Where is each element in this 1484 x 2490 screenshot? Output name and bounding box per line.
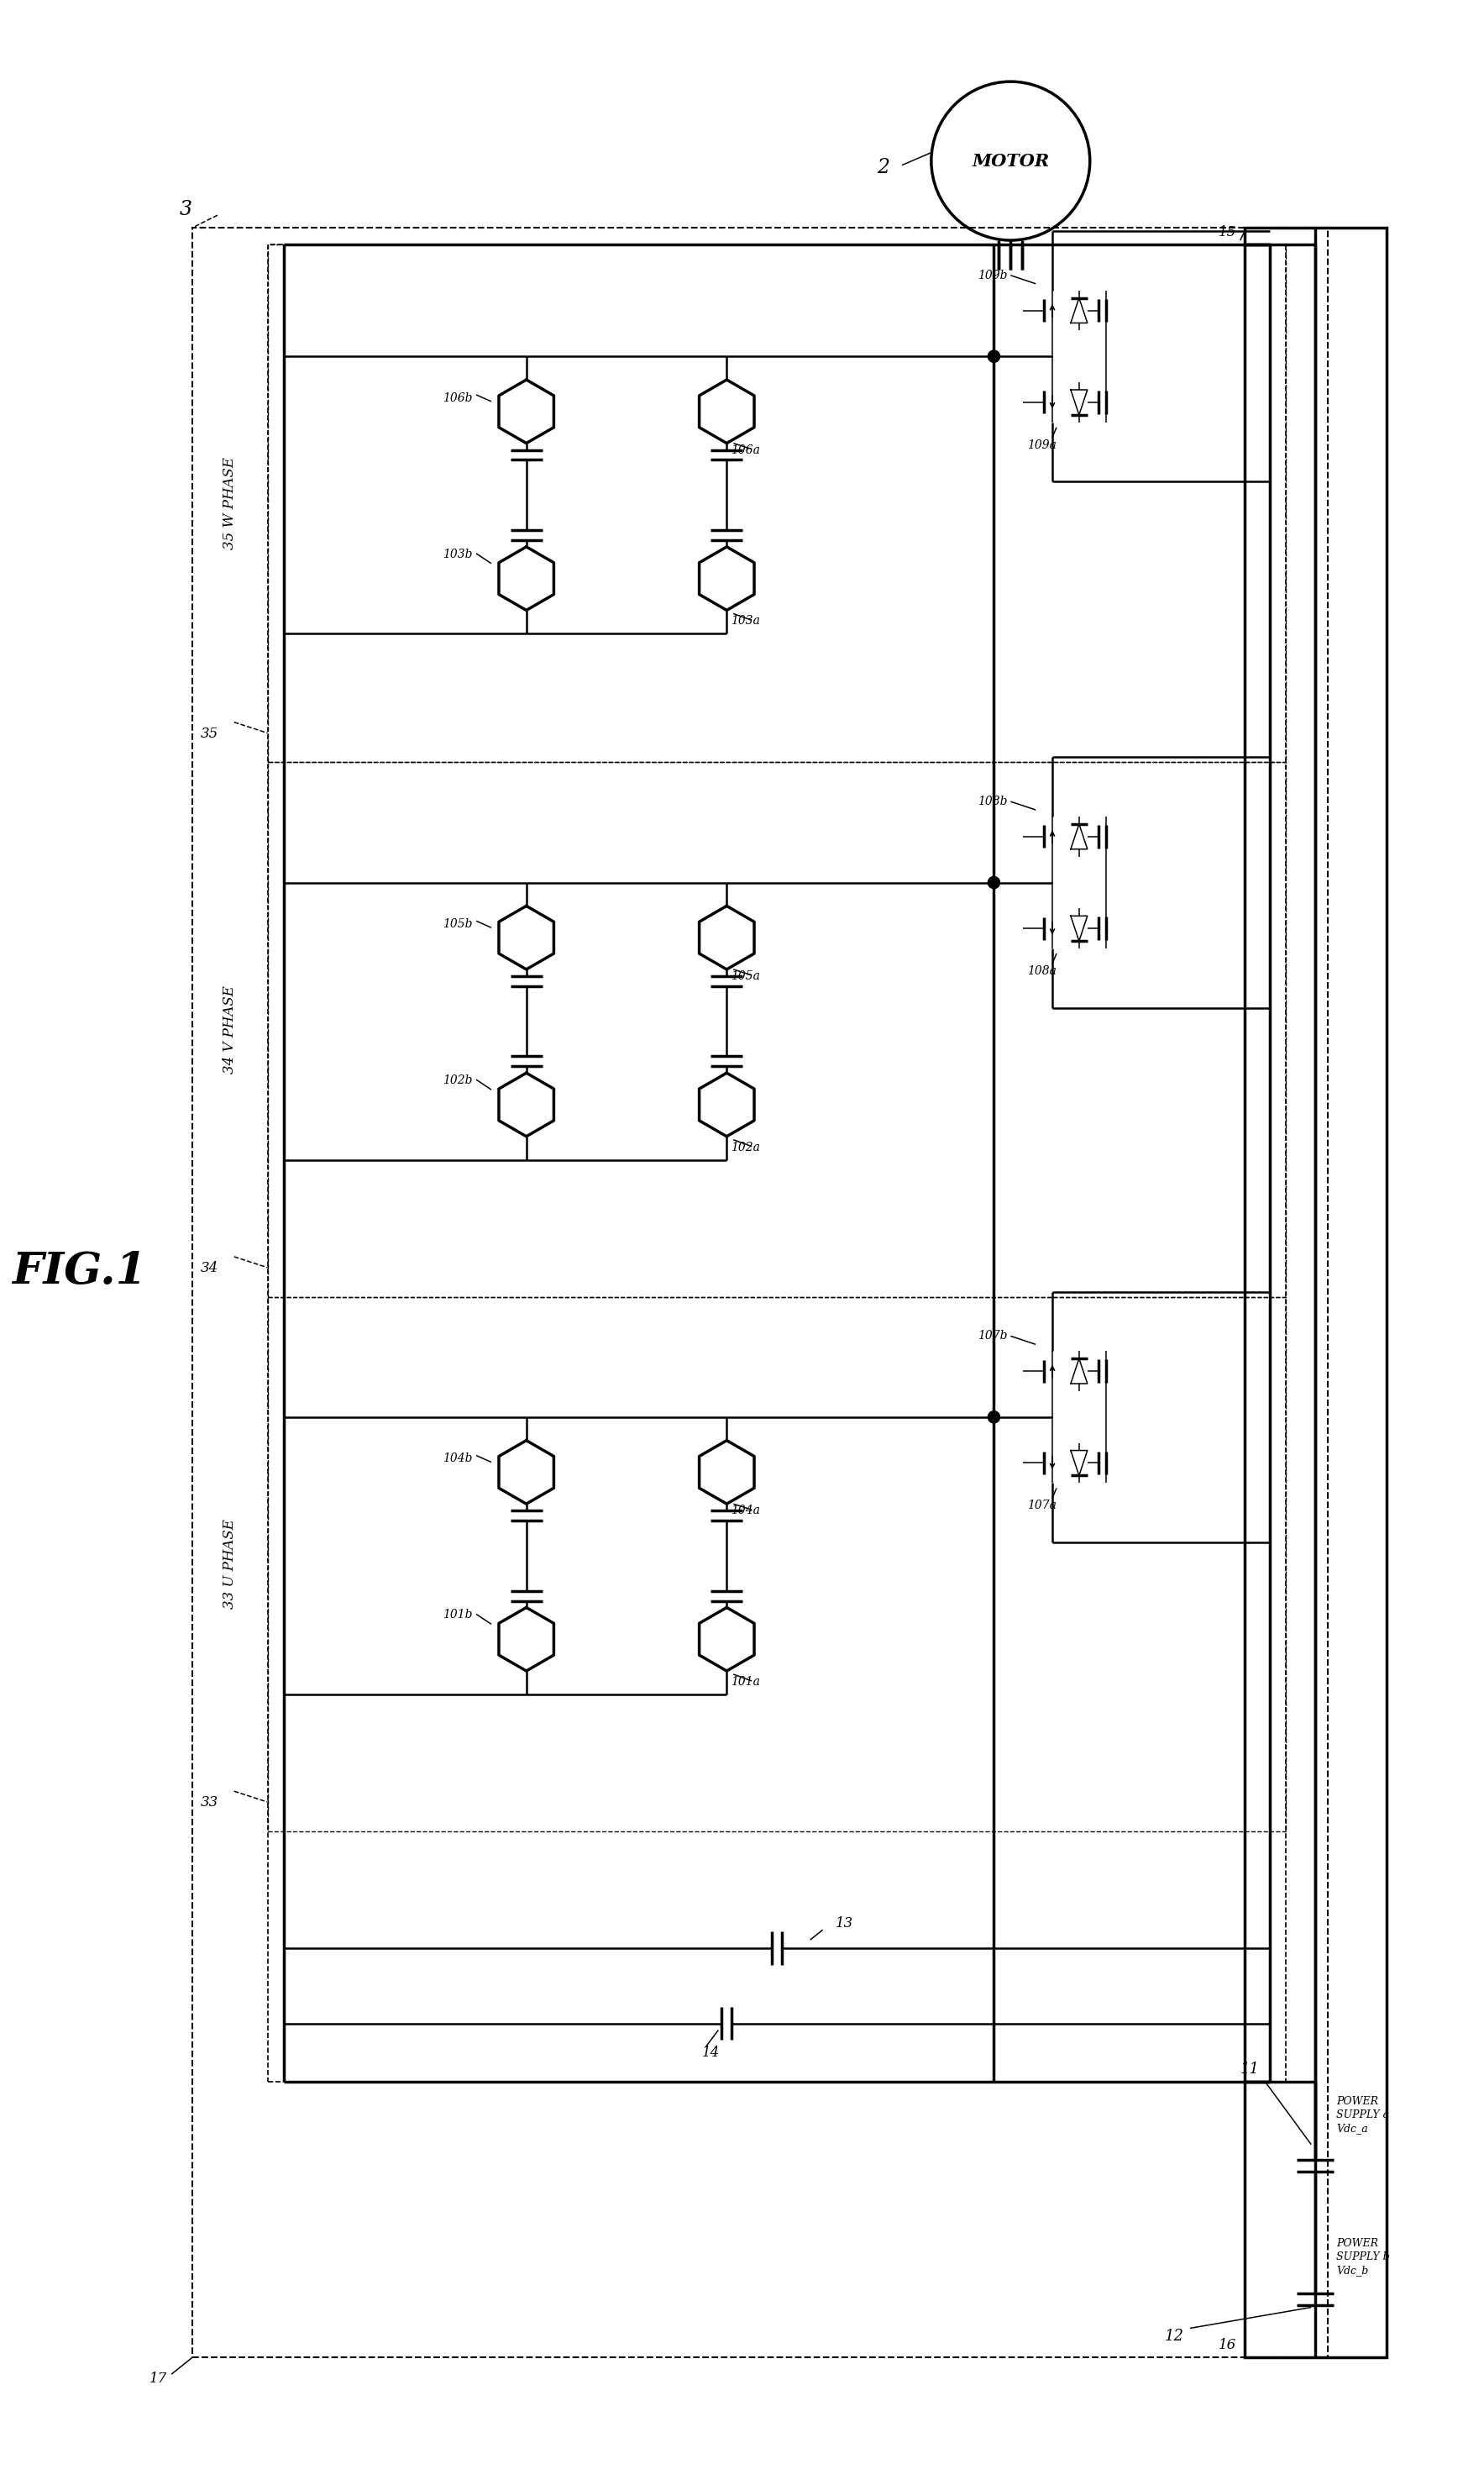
Text: 108a: 108a (1027, 966, 1057, 976)
Text: 103a: 103a (732, 615, 760, 627)
Text: 34 V PHASE: 34 V PHASE (223, 986, 237, 1073)
Bar (267, 244, 1287, 2082)
Text: 2: 2 (877, 159, 889, 177)
Text: 109a: 109a (1027, 438, 1057, 451)
Text: 13: 13 (835, 1917, 853, 1930)
Bar (267, 762, 1287, 1297)
Text: 3: 3 (180, 199, 193, 219)
Circle shape (988, 876, 1000, 889)
Text: 35 W PHASE: 35 W PHASE (223, 458, 237, 550)
Text: 107b: 107b (976, 1330, 1008, 1342)
Text: 108b: 108b (976, 797, 1008, 807)
Text: 102b: 102b (442, 1076, 472, 1086)
Text: 101a: 101a (732, 1676, 760, 1688)
Circle shape (988, 351, 1000, 361)
Text: 106a: 106a (732, 443, 760, 456)
Text: 17: 17 (150, 2370, 168, 2385)
Bar (267, 1297, 1287, 1830)
Text: 103b: 103b (442, 548, 472, 560)
Bar (193, 227, 1328, 2358)
Text: 105b: 105b (442, 919, 472, 931)
Text: POWER
SUPPLY a
Vdc_a: POWER SUPPLY a Vdc_a (1336, 2097, 1389, 2134)
Text: 101b: 101b (442, 1609, 472, 1621)
Circle shape (988, 351, 1000, 361)
Text: FIG.1: FIG.1 (12, 1250, 147, 1292)
Text: 109b: 109b (976, 269, 1008, 281)
Text: 107a: 107a (1027, 1499, 1057, 1511)
Text: 34: 34 (200, 1260, 218, 1275)
Text: 11: 11 (1241, 2062, 1260, 2077)
Text: 15: 15 (1218, 224, 1236, 239)
Text: 106b: 106b (442, 393, 472, 403)
Circle shape (988, 876, 1000, 889)
Text: 35: 35 (200, 727, 218, 740)
Bar (267, 244, 1287, 762)
Text: MOTOR: MOTOR (972, 152, 1049, 169)
Text: 14: 14 (702, 2047, 720, 2059)
Circle shape (988, 1412, 1000, 1422)
Text: 104a: 104a (732, 1504, 760, 1516)
Text: 33 U PHASE: 33 U PHASE (223, 1519, 237, 1609)
Text: 33: 33 (200, 1795, 218, 1810)
Text: 105a: 105a (732, 971, 760, 981)
Text: 102a: 102a (732, 1140, 760, 1153)
Text: 12: 12 (1165, 2328, 1184, 2343)
Text: 16: 16 (1218, 2338, 1236, 2353)
Bar (1245, 227, 1386, 2358)
Text: 104b: 104b (442, 1452, 472, 1464)
Circle shape (988, 1412, 1000, 1422)
Text: POWER
SUPPLY b
Vdc_b: POWER SUPPLY b Vdc_b (1336, 2239, 1389, 2276)
